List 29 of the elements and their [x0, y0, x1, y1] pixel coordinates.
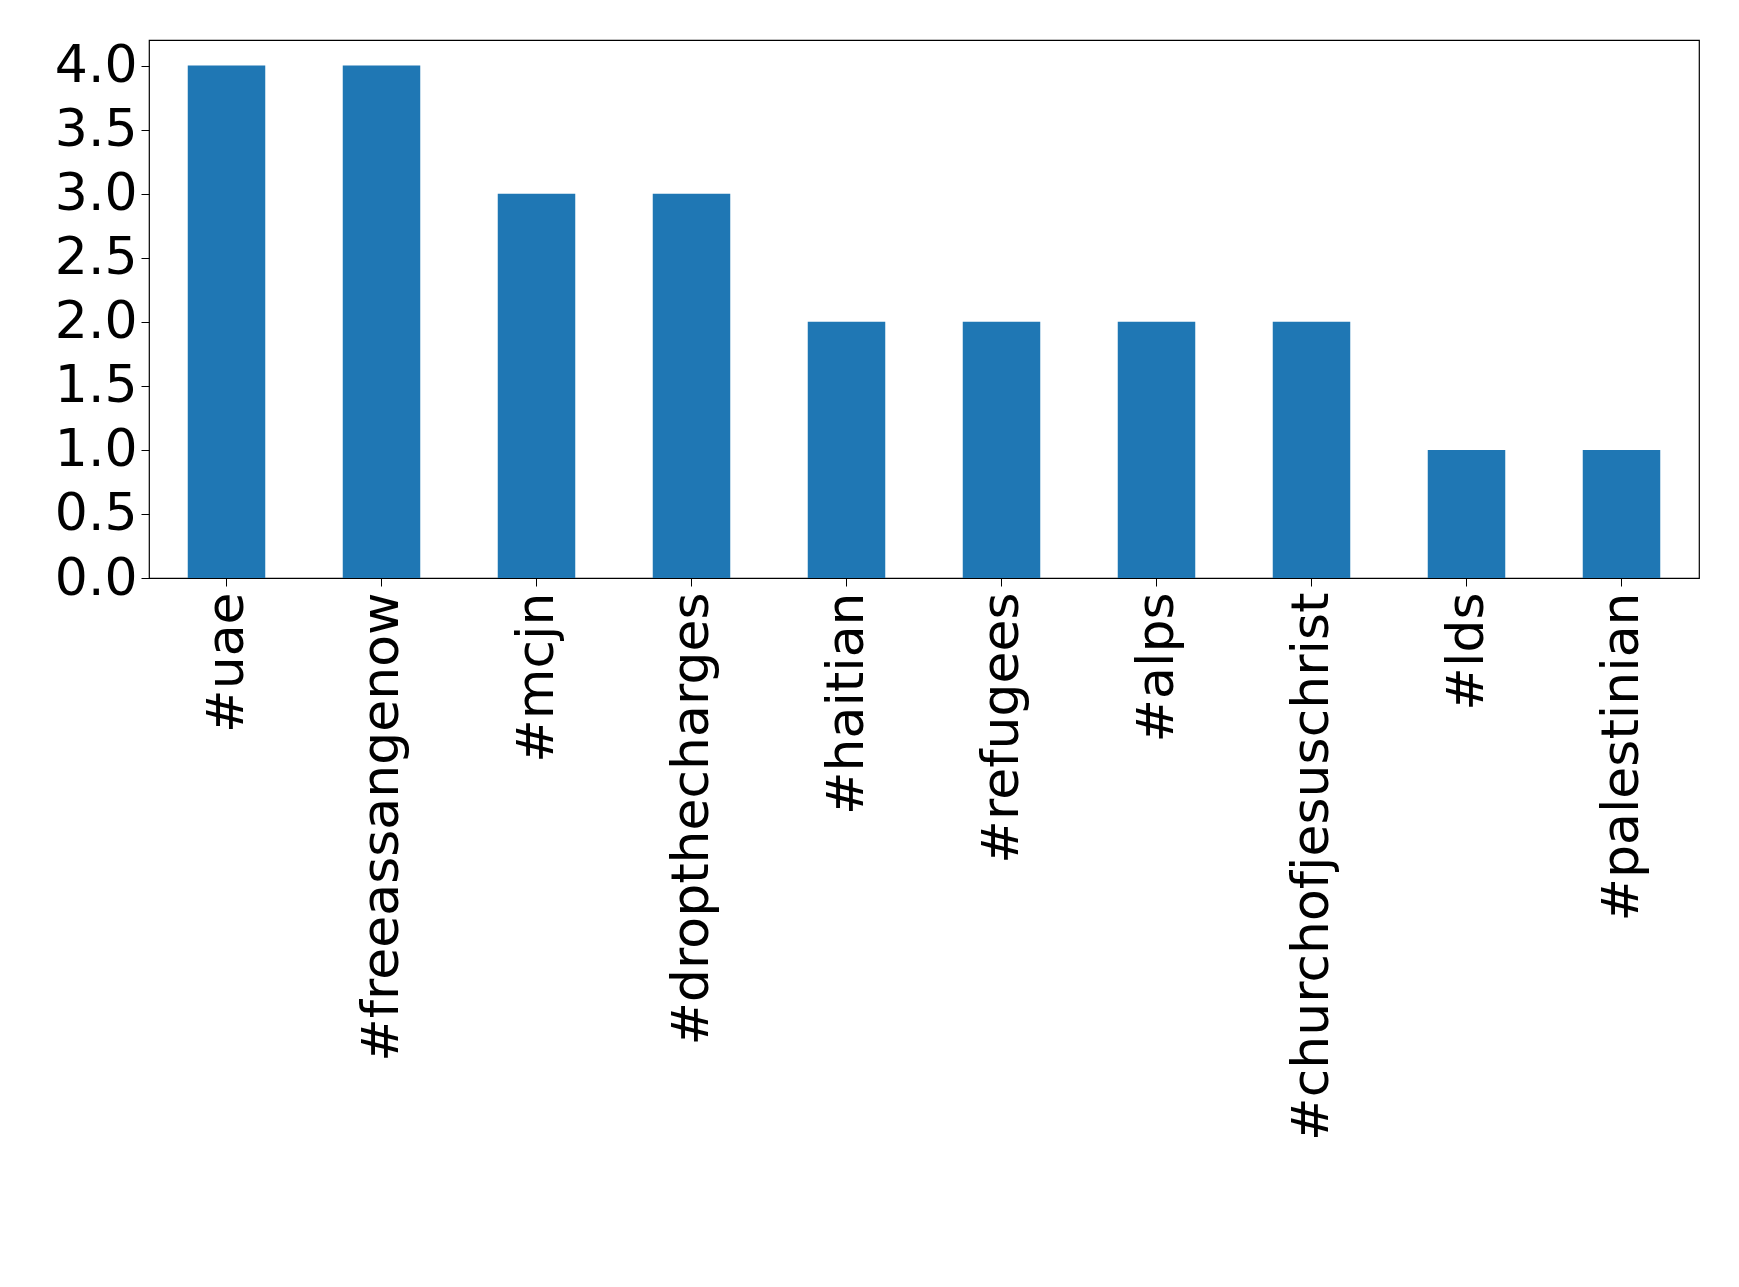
y-tick-label: 2.0 [54, 290, 138, 351]
bar [807, 321, 886, 578]
bar [1272, 321, 1351, 578]
x-tick-label: #haitian [814, 592, 875, 815]
x-tick-label: #freeassangenow [349, 592, 410, 1062]
y-tick-label: 1.0 [54, 418, 138, 479]
y-tick-label: 0.0 [54, 546, 138, 607]
y-tick-label: 4.0 [54, 34, 138, 95]
bar [652, 193, 731, 578]
bar [497, 193, 576, 578]
y-tick-label: 1.5 [54, 354, 138, 415]
bar [962, 321, 1041, 578]
x-tick-label: #churchofjesuschrist [1279, 592, 1340, 1141]
bar [1427, 449, 1506, 578]
x-tick-label: #uae [194, 592, 255, 733]
bar [342, 65, 421, 578]
bar [187, 65, 266, 578]
x-tick-label: #alps [1124, 592, 1185, 743]
x-tick-label: #lds [1434, 592, 1495, 711]
bar [1117, 321, 1196, 578]
y-tick-label: 3.0 [54, 162, 138, 223]
x-tick-label: #refugees [969, 592, 1030, 864]
bar [1582, 449, 1661, 578]
x-tick-label: #mcjn [504, 592, 565, 763]
y-tick-label: 0.5 [54, 482, 138, 543]
y-tick-label: 3.5 [54, 98, 138, 159]
y-tick-label: 2.5 [54, 226, 138, 287]
x-tick-label: #dropthecharges [659, 592, 720, 1046]
x-tick-label: #palestinian [1589, 592, 1650, 922]
